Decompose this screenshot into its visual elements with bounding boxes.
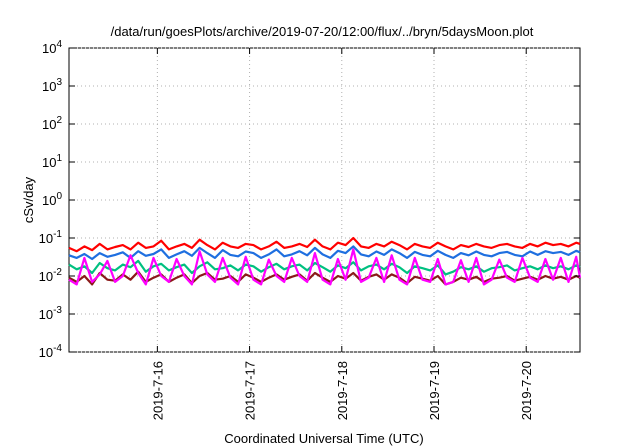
chart-title: /data/run/goesPlots/archive/2019-07-20/1… [111, 24, 534, 39]
y-tick-label: 10-2 [39, 267, 63, 284]
y-tick-label: 101 [42, 153, 62, 170]
y-tick-label: 104 [42, 39, 62, 56]
y-axis-label: cSv/day [21, 176, 36, 223]
x-tick-label: 2019-7-16 [150, 361, 165, 420]
y-tick-label: 10-4 [39, 343, 63, 360]
x-axis-label: Coordinated Universal Time (UTC) [224, 431, 423, 446]
series-line-2 [68, 245, 581, 261]
grid-lines [69, 47, 580, 353]
y-tick-label: 10-1 [39, 229, 63, 246]
series-layer [68, 236, 582, 286]
x-tick-label: 2019-7-17 [243, 361, 258, 420]
y-tick-label: 102 [42, 115, 62, 132]
y-tick-label: 100 [42, 191, 62, 208]
series-line-1 [68, 236, 581, 253]
x-tick-label: 2019-7-18 [335, 361, 350, 420]
axis-ticks: 104 103 102 101 100 10-1 10-2 10-3 10-4 2019-7-16… [39, 39, 580, 420]
y-tick-label: 103 [42, 77, 62, 94]
x-tick-label: 2019-7-20 [519, 361, 534, 420]
x-tick-label: 2019-7-19 [427, 361, 442, 420]
y-tick-label: 10-3 [39, 305, 63, 322]
series-line-3 [68, 259, 581, 276]
series-line-5 [68, 248, 582, 286]
series-line-4 [68, 270, 581, 286]
